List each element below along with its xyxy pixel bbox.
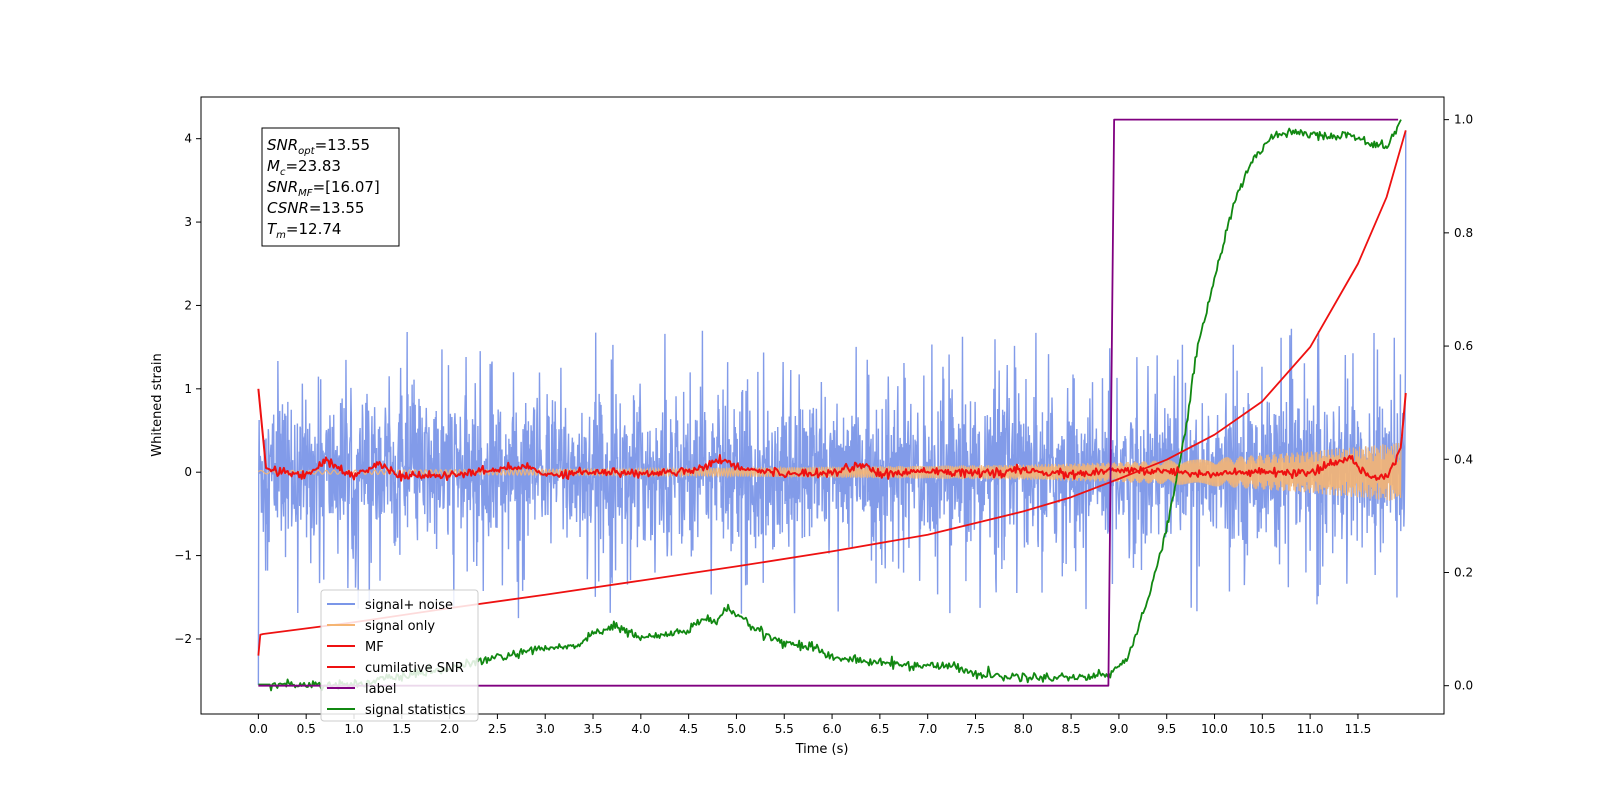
x-tick-label: 5.0 bbox=[727, 722, 746, 736]
info-box: SNRopt=13.55Mc=23.83SNRMF=[16.07]CSNR=13… bbox=[261, 127, 400, 247]
x-tick-label: 8.0 bbox=[1014, 722, 1033, 736]
y-tick-label: 0 bbox=[184, 465, 192, 479]
y-tick-label: 1 bbox=[184, 382, 192, 396]
x-axis-label: Time (s) bbox=[795, 742, 849, 757]
legend-label: signal only bbox=[365, 619, 435, 634]
info-line: CSNR=13.55 bbox=[267, 199, 364, 217]
info-line: SNRopt=13.55 bbox=[267, 136, 370, 157]
x-tick-label: 2.5 bbox=[488, 722, 507, 736]
x-tick-label: 6.0 bbox=[823, 722, 842, 736]
x-tick-label: 11.0 bbox=[1297, 722, 1324, 736]
x-tick-label: 0.5 bbox=[297, 722, 316, 736]
x-tick-label: 0.0 bbox=[249, 722, 268, 736]
x-tick-label: 5.5 bbox=[775, 722, 794, 736]
info-line: Tm=12.74 bbox=[267, 220, 341, 241]
x-tick-label: 3.5 bbox=[583, 722, 602, 736]
y-axis-right: 0.0 0.2 0.4 0.6 0.8 1.0 bbox=[1444, 113, 1473, 693]
legend-label: signal+ noise bbox=[365, 598, 453, 613]
x-axis: 0.0 0.5 1.0 1.5 2.0 2.5 3.0 3.5 4.0 4.5 5.0 5.5 6.0 6… bbox=[249, 714, 1371, 736]
series-label bbox=[258, 118, 1399, 687]
info-line: SNRMF=[16.07] bbox=[267, 178, 380, 199]
x-tick-label: 11.5 bbox=[1345, 722, 1372, 736]
x-tick-label: 7.5 bbox=[966, 722, 985, 736]
legend-label: cumilative SNR bbox=[365, 661, 464, 676]
x-tick-label: 3.0 bbox=[536, 722, 555, 736]
x-tick-label: 9.5 bbox=[1157, 722, 1176, 736]
x-tick-label: 9.0 bbox=[1109, 722, 1128, 736]
legend-label: signal statistics bbox=[365, 703, 466, 718]
x-tick-label: 1.0 bbox=[344, 722, 363, 736]
y2-tick-label: 0.6 bbox=[1454, 339, 1473, 353]
y-tick-label: 4 bbox=[184, 132, 192, 146]
x-tick-label: 10.0 bbox=[1201, 722, 1228, 736]
x-tick-label: 4.0 bbox=[631, 722, 650, 736]
legend-frame bbox=[320, 589, 479, 722]
y2-tick-label: 0.8 bbox=[1454, 226, 1473, 240]
plot-frame bbox=[200, 96, 1445, 715]
y-tick-label: 3 bbox=[184, 215, 192, 229]
y2-tick-label: 0.2 bbox=[1454, 565, 1473, 579]
x-tick-label: 4.5 bbox=[679, 722, 698, 736]
legend: signal+ noise signal only MF cumilative SNR… bbox=[320, 589, 479, 722]
y2-tick-label: 0.4 bbox=[1454, 452, 1473, 466]
x-tick-label: 10.5 bbox=[1249, 722, 1276, 736]
y-axis-label: Whitened strain bbox=[150, 353, 165, 456]
series-signal-noise bbox=[257, 130, 1407, 685]
y-tick-label: 2 bbox=[184, 298, 192, 312]
series-mf bbox=[257, 388, 1407, 482]
info-box-frame bbox=[261, 127, 400, 247]
y-tick-label: −2 bbox=[174, 632, 192, 646]
x-tick-label: 8.5 bbox=[1062, 722, 1081, 736]
x-tick-label: 1.5 bbox=[392, 722, 411, 736]
y-tick-label: −1 bbox=[174, 549, 192, 563]
info-line: Mc=23.83 bbox=[267, 157, 341, 178]
x-tick-label: 2.0 bbox=[440, 722, 459, 736]
y2-tick-label: 0.0 bbox=[1454, 679, 1473, 693]
legend-label: label bbox=[365, 682, 396, 697]
y-axis-left: −2 −1 0 1 2 3 4 bbox=[174, 132, 201, 646]
legend-label: MF bbox=[365, 640, 384, 655]
x-tick-label: 7.0 bbox=[918, 722, 937, 736]
y2-tick-label: 1.0 bbox=[1454, 113, 1473, 127]
x-tick-label: 6.5 bbox=[870, 722, 889, 736]
